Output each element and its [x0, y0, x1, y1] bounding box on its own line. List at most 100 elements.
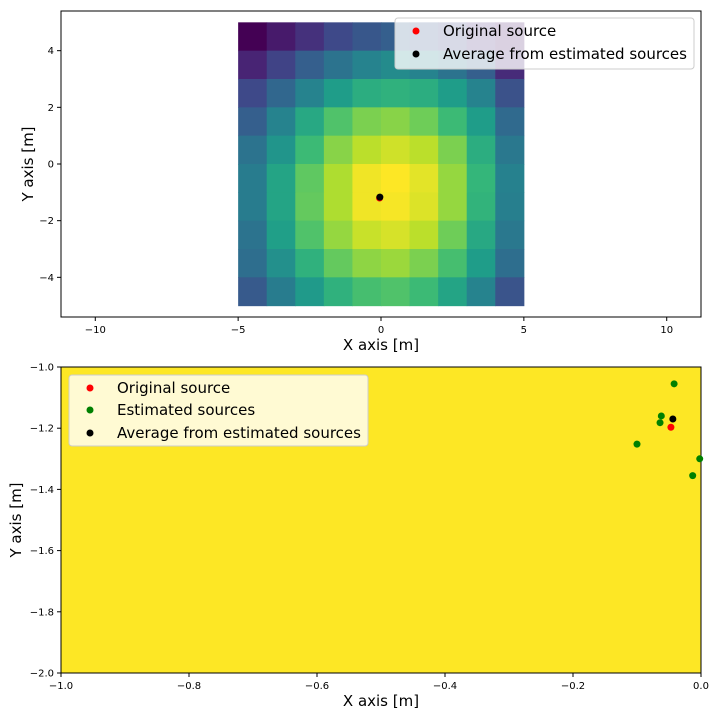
- heatmap-cell: [266, 107, 296, 137]
- bottom-x-tick-label: −1.0: [49, 681, 73, 692]
- heatmap-cell: [352, 22, 382, 52]
- heatmap-cell: [238, 164, 268, 193]
- heatmap-cell: [409, 107, 439, 137]
- heatmap-cell: [266, 164, 296, 193]
- bottom-y-tick-label: −1.2: [30, 424, 54, 435]
- heatmap-cell: [381, 220, 411, 250]
- bottom-x-tick-label: 0.0: [693, 681, 709, 692]
- bottom-y-tick-label: −1.6: [30, 546, 54, 557]
- top-x-axis-label: X axis [m]: [343, 336, 419, 354]
- top-legend-box: [394, 17, 695, 70]
- bottom-y-axis-label: Y axis [m]: [7, 482, 25, 558]
- bottom-x-axis-label: X axis [m]: [343, 692, 419, 710]
- heatmap-cell: [352, 135, 382, 165]
- heatmap-cell: [295, 107, 325, 137]
- heatmap-cell: [295, 22, 325, 52]
- bottom-x-tick-label: −0.8: [177, 681, 201, 692]
- heatmap-cell: [295, 220, 325, 250]
- heatmap-cell: [295, 249, 325, 278]
- heatmap-cell: [438, 135, 468, 165]
- top-x-tick-label: 5: [521, 325, 527, 336]
- heatmap-cell: [238, 135, 268, 165]
- bottom-point-original-source: [667, 423, 675, 431]
- top-x-tick-label: −10: [85, 325, 106, 336]
- heatmap-cell: [238, 192, 268, 222]
- bottom-legend-marker-original: [86, 384, 94, 392]
- heatmap-cell: [295, 164, 325, 193]
- heatmap-cell: [466, 277, 496, 307]
- heatmap-cell: [295, 277, 325, 307]
- bottom-legend-label-estimated: Estimated sources: [117, 401, 255, 419]
- heatmap-cell: [323, 79, 353, 108]
- bottom-x-tick-label: −0.4: [433, 681, 457, 692]
- heatmap-cell: [409, 135, 439, 165]
- heatmap-cell: [323, 164, 353, 193]
- heatmap-cell: [323, 277, 353, 307]
- top-scatter-points: [376, 193, 384, 202]
- top-x-tick-label: 10: [660, 325, 673, 336]
- heatmap-cell: [352, 220, 382, 250]
- heatmap-cell: [352, 50, 382, 80]
- heatmap-cell: [438, 79, 468, 108]
- heatmap-cell: [495, 249, 525, 278]
- heatmap-cell: [323, 22, 353, 52]
- top-legend-marker-original: [412, 27, 420, 35]
- heatmap-cell: [323, 249, 353, 278]
- top-y-tick-label: −4: [39, 273, 54, 284]
- heatmap-cell: [381, 249, 411, 278]
- bottom-y-tick-label: −1.8: [30, 607, 54, 618]
- bottom-point-estimated-sources: [696, 455, 704, 463]
- heatmap-cell: [495, 107, 525, 137]
- heatmap-cell: [381, 192, 411, 222]
- heatmap-cell: [466, 79, 496, 108]
- bottom-legend-marker-estimated: [86, 406, 94, 414]
- heatmap-cell: [495, 220, 525, 250]
- heatmap-cell: [323, 50, 353, 80]
- heatmap-cell: [352, 277, 382, 307]
- top-y-tick-label: 4: [48, 46, 54, 57]
- heatmap-cell: [323, 107, 353, 137]
- top-point-average-from-estimated-sources: [376, 193, 384, 201]
- bottom-y-tick-label: −2.0: [30, 669, 54, 680]
- bottom-scatter-points: [633, 380, 704, 480]
- heatmap-cell: [266, 135, 296, 165]
- heatmap-cell: [409, 79, 439, 108]
- heatmap-cell: [495, 135, 525, 165]
- bottom-point-estimated-sources: [670, 380, 678, 388]
- heatmap-cell: [323, 135, 353, 165]
- top-x-tick-label: −5: [231, 325, 246, 336]
- heatmap-cell: [323, 220, 353, 250]
- heatmap-cell: [409, 192, 439, 222]
- heatmap-cell: [438, 277, 468, 307]
- heatmap-cell: [466, 107, 496, 137]
- heatmap-cell: [409, 277, 439, 307]
- heatmap-cell: [352, 107, 382, 137]
- heatmap-cell: [466, 220, 496, 250]
- top-y-tick-label: 2: [48, 103, 54, 114]
- heatmap-cell: [238, 22, 268, 52]
- heatmap-cell: [238, 107, 268, 137]
- heatmap-cell: [266, 192, 296, 222]
- bottom-legend-marker-average: [86, 429, 94, 437]
- heatmap-cell: [466, 192, 496, 222]
- top-legend-label-average: Average from estimated sources: [443, 45, 687, 63]
- bottom-legend: Original source Estimated sources Averag…: [68, 374, 369, 447]
- heatmap-cell: [438, 249, 468, 278]
- heatmap-cell: [466, 164, 496, 193]
- bottom-point-estimated-sources: [656, 419, 664, 427]
- bottom-y-tick-label: −1.4: [30, 485, 54, 496]
- heatmap-cell: [409, 220, 439, 250]
- heatmap-cell: [238, 249, 268, 278]
- top-legend: Original source Average from estimated s…: [394, 17, 695, 70]
- heatmap-cell: [266, 50, 296, 80]
- heatmap-cell: [381, 107, 411, 137]
- bottom-y-tick-label: −1.0: [30, 363, 54, 374]
- heatmap-cell: [409, 164, 439, 193]
- bottom-axes-ticks: −1.0 −0.8 −0.6 −0.4 −0.2 0.0 −2.0 −1.8 −1.6 −1.4 −…: [30, 363, 709, 693]
- heatmap-cell: [323, 192, 353, 222]
- heatmap-cell: [238, 220, 268, 250]
- heatmap-cell: [495, 277, 525, 307]
- heatmap-cell: [352, 79, 382, 108]
- heatmap-cell: [381, 79, 411, 108]
